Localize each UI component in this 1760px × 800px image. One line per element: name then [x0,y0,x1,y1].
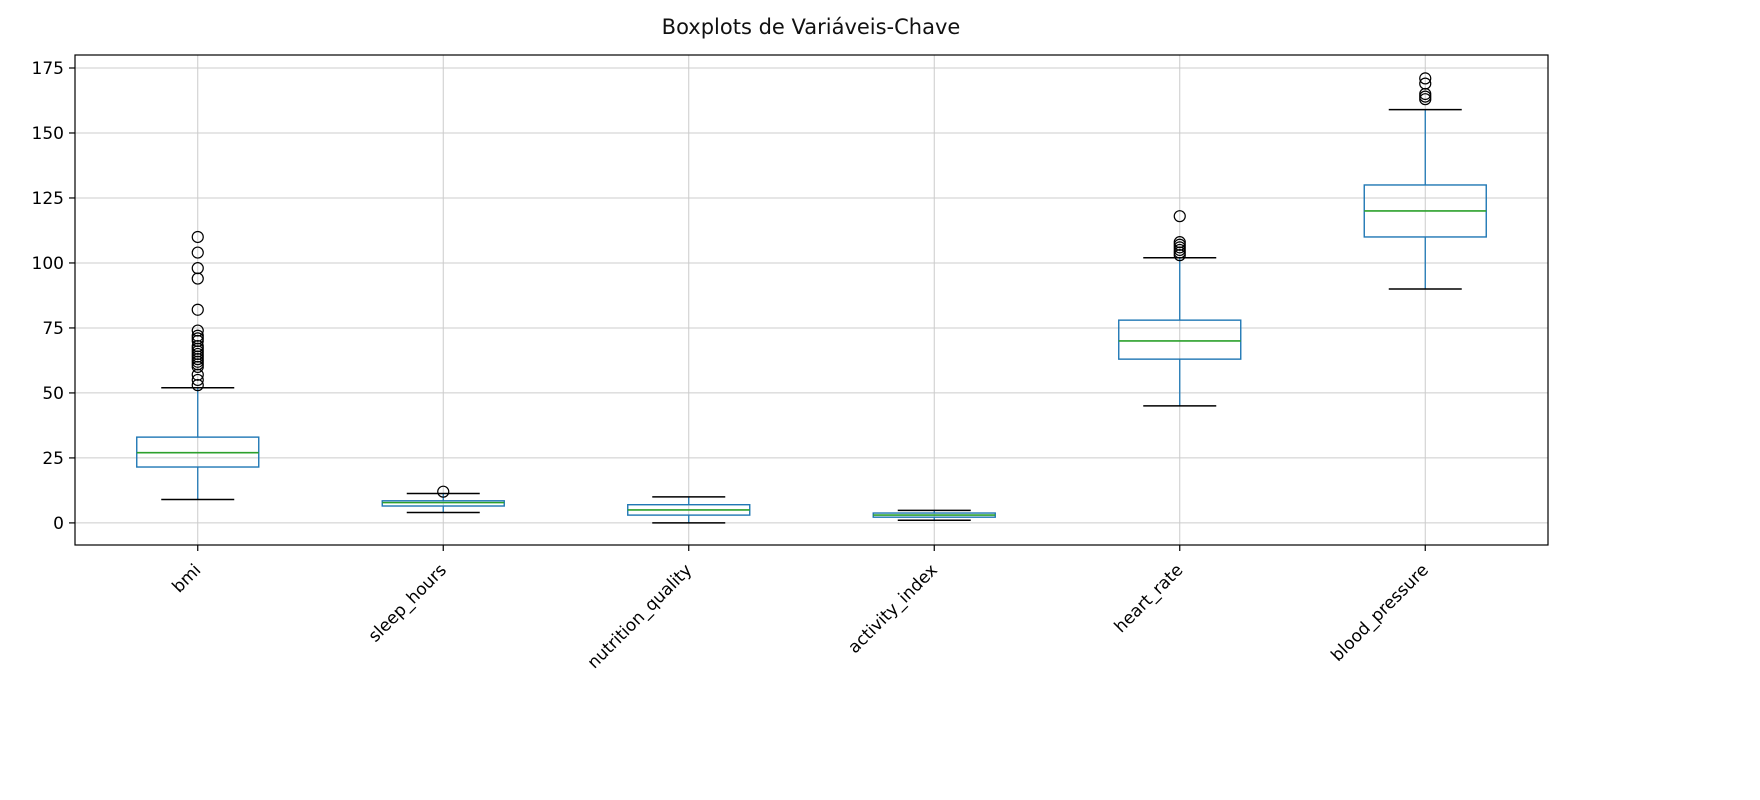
y-tick-label: 100 [32,254,64,274]
y-tick-label: 50 [42,384,64,404]
outlier-point [191,340,204,353]
outlier-point [1419,87,1432,101]
outlier-point [191,329,204,342]
outlier-point [191,379,204,392]
x-tick-label: heart_rate [1111,560,1188,637]
y-tick-label: 25 [42,449,64,469]
box-rect [1118,319,1242,360]
outlier-point [191,303,204,316]
outlier-point [191,373,204,387]
axes-frame [74,54,1549,546]
y-tick-label: 150 [32,124,64,144]
y-tick-label: 125 [32,189,64,209]
plot-area: 0 25 50 75 100 125 150 175 bmi sleep_hours nutriti… [32,54,1549,673]
outlier-point [191,324,204,337]
box-blood_pressure [1363,72,1487,290]
outlier-point [1173,236,1186,249]
outlier-point [1173,210,1186,223]
grid-lines [75,55,1548,545]
y-tick-label: 0 [53,514,64,534]
y-axis: 0 25 50 75 100 125 150 175 [32,59,75,534]
box-bmi [136,230,260,501]
x-tick-label: nutrition_quality [584,560,697,673]
chart-title: Boxplots de Variáveis-Chave [662,15,961,39]
y-tick-label: 175 [32,59,64,79]
outlier-point [191,368,204,381]
outlier-point [1419,77,1432,90]
outlier-point [191,262,204,275]
outlier-point [437,485,450,498]
outlier-point [1419,72,1432,85]
box-activity_index [872,509,996,522]
outlier-point [191,272,204,285]
x-axis: bmi sleep_hours nutrition_quality activity_… [168,545,1433,673]
x-tick-label: blood_pressure [1327,560,1432,665]
box-heart_rate [1118,210,1242,407]
box-nutrition_quality [627,496,751,524]
y-tick-label: 75 [42,319,64,339]
outlier-point [191,230,204,244]
outlier-point [191,246,204,259]
x-tick-label: sleep_hours [365,560,451,646]
box-sleep_hours [381,485,505,514]
x-tick-label: activity_index [844,560,941,657]
x-tick-label: bmi [168,560,205,597]
